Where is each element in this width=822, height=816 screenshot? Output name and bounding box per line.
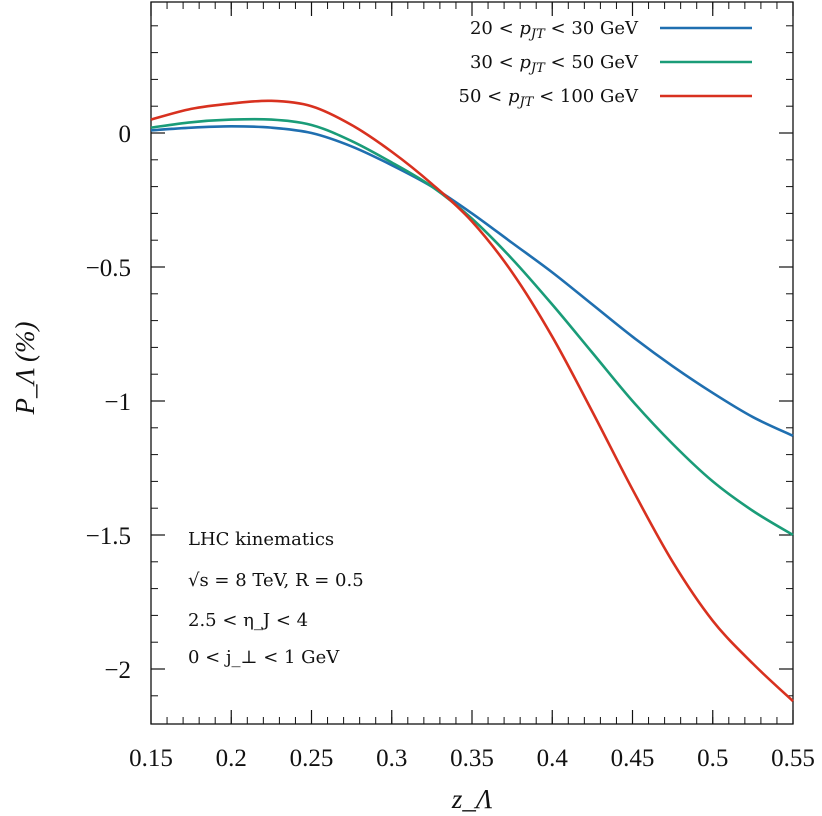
y-tick-label: −1.5 [86, 523, 131, 550]
x-tick-label: 0.25 [290, 745, 334, 772]
legend: 20 < pJT < 30 GeV 30 < pJT < 50 GeV 50 < p… [459, 18, 752, 110]
annotation-lhc: LHC kinematics [188, 529, 334, 550]
y-axis-label: P_Λ (%) [10, 321, 40, 415]
series-lines [150, 99, 794, 703]
legend-label: 50 < pJT < 100 GeV [459, 86, 639, 110]
y-tick-label: −0.5 [86, 255, 131, 282]
x-tick-label: 0.15 [129, 745, 173, 772]
legend-entry: 30 < pJT < 50 GeV [470, 52, 752, 76]
legend-entry: 50 < pJT < 100 GeV [459, 86, 752, 110]
x-axis-ticks [150, 2, 794, 724]
x-tick-label: 0.4 [537, 745, 569, 772]
series-line-30-50 [150, 117, 794, 537]
series-line-20-30 [150, 125, 794, 438]
y-axis-ticks [151, 132, 793, 670]
kinematics-annotation: LHC kinematics √s = 8 TeV, R = 0.5 2.5 <… [188, 529, 364, 668]
x-axis-tick-labels: 0.15 0.2 0.25 0.3 0.35 0.4 0.45 0.5 0.55 [129, 745, 815, 772]
x-tick-label: 0.45 [611, 745, 655, 772]
y-tick-label: −2 [104, 657, 131, 684]
annotation-eta: 2.5 < η_J < 4 [188, 610, 308, 631]
y-axis-tick-labels: 0 −0.5 −1 −1.5 −2 [86, 121, 131, 684]
x-tick-label: 0.55 [771, 745, 815, 772]
x-tick-label: 0.3 [376, 745, 407, 772]
x-tick-label: 0.2 [216, 745, 247, 772]
y-tick-label: −1 [104, 389, 131, 416]
legend-label: 20 < pJT < 30 GeV [470, 18, 639, 42]
y-tick-label: 0 [119, 121, 132, 148]
series-line-50-100 [150, 99, 794, 703]
legend-label: 30 < pJT < 50 GeV [470, 52, 639, 76]
x-axis-label: z_Λ [451, 784, 493, 814]
x-tick-label: 0.35 [450, 745, 494, 772]
legend-entry: 20 < pJT < 30 GeV [470, 18, 752, 42]
x-tick-label: 0.5 [697, 745, 728, 772]
annotation-energy: √s = 8 TeV, R = 0.5 [188, 570, 364, 591]
annotation-jperp: 0 < j_⊥ < 1 GeV [188, 647, 340, 668]
